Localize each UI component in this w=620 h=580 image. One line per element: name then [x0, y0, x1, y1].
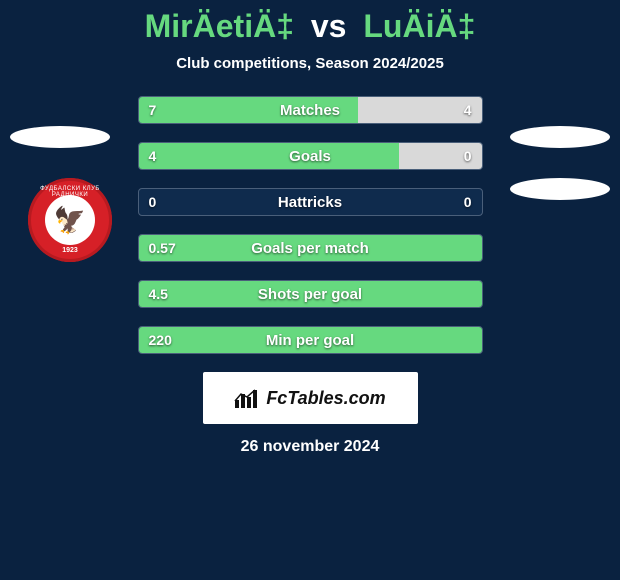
stat-label: Shots per goal: [139, 281, 482, 307]
player2-name: LuÄiÄ‡: [363, 8, 475, 44]
stat-bar: 4.5Shots per goal: [138, 280, 483, 308]
stat-bar: 00Hattricks: [138, 188, 483, 216]
date-label: 26 november 2024: [0, 438, 620, 456]
stat-bar: 74Matches: [138, 96, 483, 124]
stat-bar: 0.57Goals per match: [138, 234, 483, 262]
stat-label: Min per goal: [139, 327, 482, 353]
chart-icon: [234, 388, 260, 408]
stats-bars: 74Matches 40Goals 00Hattricks 0.57Goals per…: [138, 96, 483, 354]
stat-label: Hattricks: [139, 189, 482, 215]
page-title: MirÄetiÄ‡ vs LuÄiÄ‡: [0, 0, 620, 45]
stat-bar: 40Goals: [138, 142, 483, 170]
stat-label: Matches: [139, 97, 482, 123]
player1-name: MirÄetiÄ‡: [145, 8, 294, 44]
source-logo-card[interactable]: FcTables.com: [203, 372, 418, 424]
stat-label: Goals per match: [139, 235, 482, 261]
stat-label: Goals: [139, 143, 482, 169]
stat-bar: 220Min per goal: [138, 326, 483, 354]
source-logo-text: FcTables.com: [266, 388, 385, 409]
subtitle: Club competitions, Season 2024/2025: [0, 55, 620, 72]
vs-separator: vs: [311, 8, 347, 44]
